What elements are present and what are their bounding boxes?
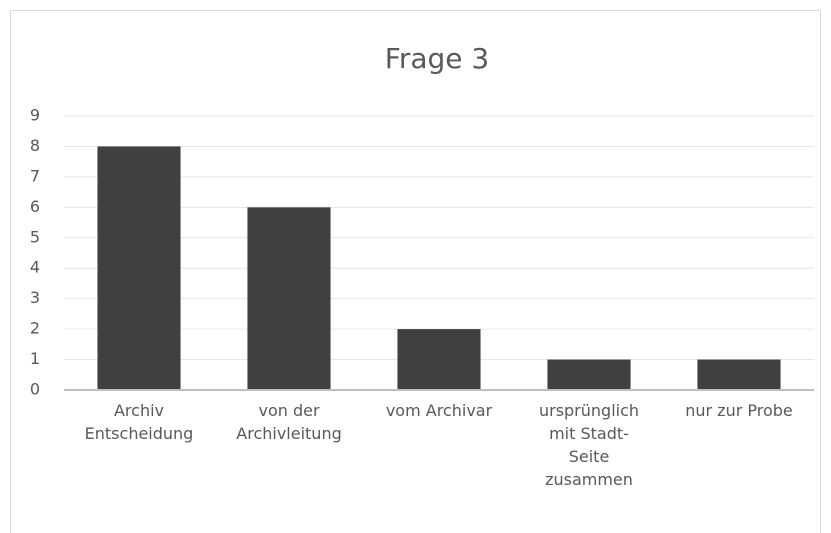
y-tick-label: 7 <box>30 166 40 185</box>
chart-title: Frage 3 <box>385 42 489 75</box>
x-tick-label: ursprünglich mit Stadt- Seite zusammen <box>538 401 640 489</box>
y-tick-label: 3 <box>30 288 40 307</box>
bar <box>397 329 481 390</box>
bar <box>547 359 631 390</box>
y-tick-label: 4 <box>30 258 40 277</box>
bar <box>247 207 331 390</box>
y-tick-label: 2 <box>30 319 40 338</box>
bar <box>97 146 181 390</box>
y-tick-label: 6 <box>30 197 40 216</box>
bar <box>697 359 781 390</box>
x-tick-label: nur zur Probe <box>685 401 793 420</box>
x-tick-label: von der Archivleitung <box>236 401 342 443</box>
y-tick-label: 9 <box>30 106 40 125</box>
x-tick-label: vom Archivar <box>385 401 493 420</box>
y-tick-label: 8 <box>30 136 40 155</box>
y-tick-label: 1 <box>30 349 40 368</box>
x-tick-label: Archiv Entscheidung <box>84 401 194 443</box>
y-tick-label: 5 <box>30 227 40 246</box>
chart-border <box>10 10 821 533</box>
y-tick-label: 0 <box>30 380 40 399</box>
